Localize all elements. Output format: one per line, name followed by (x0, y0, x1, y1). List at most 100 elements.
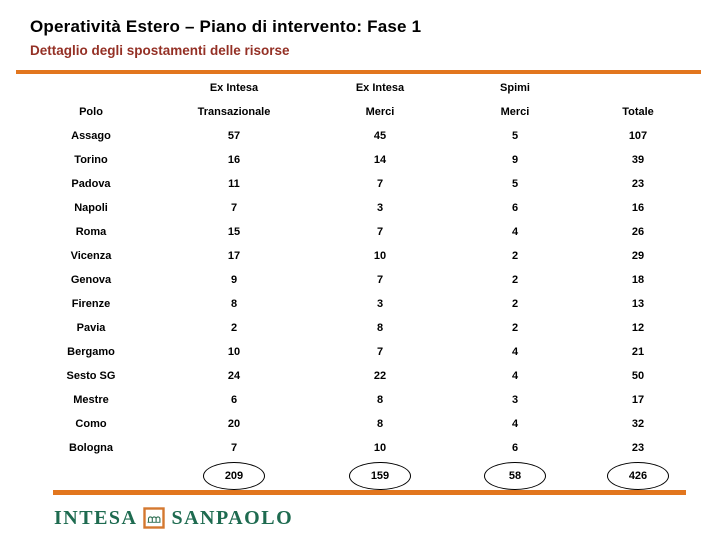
header-cell: Merci (500, 106, 530, 118)
table-row: Pavia 2 8 2 12 (20, 316, 700, 340)
value-cell: 7 (230, 202, 238, 214)
header-cell: Polo (79, 106, 103, 118)
resource-table: Ex Intesa Ex Intesa Spimi Polo Transazio… (20, 76, 700, 492)
value-cell: 6 (511, 202, 519, 214)
value-cell: 12 (631, 322, 645, 334)
value-cell: 32 (631, 418, 645, 430)
header-cell: Ex Intesa (209, 82, 259, 94)
polo-cell: Como (75, 418, 107, 430)
total-oval: 426 (607, 462, 669, 490)
table-row: Firenze 8 3 2 13 (20, 292, 700, 316)
value-cell: 7 (230, 442, 238, 454)
table-row: Torino 16 14 9 39 (20, 148, 700, 172)
value-cell: 24 (227, 370, 241, 382)
header-cell (576, 76, 700, 100)
value-cell: 39 (631, 154, 645, 166)
table-row: Como 20 8 4 32 (20, 412, 700, 436)
value-cell: 8 (376, 418, 384, 430)
value-cell: 18 (631, 274, 645, 286)
intesa-sanpaolo-logo: INTESA SANPAOLO (54, 506, 293, 530)
value-cell: 2 (511, 274, 519, 286)
table-header-row-2: Polo Transazionale Merci Merci Totale (20, 100, 700, 124)
header-cell: Spimi (500, 82, 530, 94)
totals-cell: 426 (576, 460, 700, 492)
polo-cell: Pavia (76, 322, 106, 334)
value-cell: 6 (230, 394, 238, 406)
totals-cell: 159 (306, 460, 454, 492)
polo-cell: Genova (70, 274, 112, 286)
value-cell: 23 (631, 442, 645, 454)
polo-cell: Firenze (71, 298, 111, 310)
value-cell: 10 (373, 250, 387, 262)
value-cell: 14 (373, 154, 387, 166)
total-oval: 58 (484, 462, 546, 490)
polo-cell: Torino (74, 154, 108, 166)
aqueduct-icon (143, 507, 166, 529)
header-cell: Merci (365, 106, 395, 118)
logo-text-intesa: INTESA (54, 507, 138, 529)
header-cell: Ex Intesa (355, 82, 405, 94)
table-row: Napoli 7 3 6 16 (20, 196, 700, 220)
header-cell (20, 76, 162, 100)
table-header-row-1: Ex Intesa Ex Intesa Spimi (20, 76, 700, 100)
table-row: Roma 15 7 4 26 (20, 220, 700, 244)
value-cell: 3 (376, 202, 384, 214)
value-cell: 7 (376, 178, 384, 190)
totals-row: 209 159 58 426 (20, 460, 700, 492)
polo-cell: Roma (75, 226, 107, 238)
totals-cell: 58 (454, 460, 576, 492)
value-cell: 2 (230, 322, 238, 334)
value-cell: 21 (631, 346, 645, 358)
value-cell: 13 (631, 298, 645, 310)
polo-cell: Vicenza (70, 250, 112, 262)
table-row: Bologna 7 10 6 23 (20, 436, 700, 460)
table-row: Assago 57 45 5 107 (20, 124, 700, 148)
table-row: Padova 11 7 5 23 (20, 172, 700, 196)
table-row: Sesto SG 24 22 4 50 (20, 364, 700, 388)
value-cell: 3 (511, 394, 519, 406)
value-cell: 16 (631, 202, 645, 214)
table-row: Genova 9 7 2 18 (20, 268, 700, 292)
value-cell: 2 (511, 298, 519, 310)
table-row: Bergamo 10 7 4 21 (20, 340, 700, 364)
value-cell: 15 (227, 226, 241, 238)
totals-empty-cell (20, 460, 162, 492)
value-cell: 26 (631, 226, 645, 238)
value-cell: 4 (511, 418, 519, 430)
value-cell: 7 (376, 274, 384, 286)
value-cell: 57 (227, 130, 241, 142)
polo-cell: Assago (71, 130, 111, 142)
value-cell: 17 (227, 250, 241, 262)
value-cell: 4 (511, 226, 519, 238)
value-cell: 9 (230, 274, 238, 286)
polo-cell: Mestre (73, 394, 109, 406)
value-cell: 5 (511, 130, 519, 142)
value-cell: 3 (376, 298, 384, 310)
table-row: Mestre 6 8 3 17 (20, 388, 700, 412)
page-subtitle: Dettaglio degli spostamenti delle risors… (30, 43, 290, 58)
value-cell: 4 (511, 346, 519, 358)
bottom-divider (53, 490, 686, 495)
value-cell: 16 (227, 154, 241, 166)
value-cell: 11 (228, 178, 240, 190)
value-cell: 7 (376, 346, 384, 358)
polo-cell: Bologna (69, 442, 113, 454)
value-cell: 7 (376, 226, 384, 238)
polo-cell: Sesto SG (66, 370, 116, 382)
polo-cell: Napoli (74, 202, 108, 214)
value-cell: 20 (227, 418, 241, 430)
value-cell: 8 (230, 298, 238, 310)
totals-cell: 209 (162, 460, 306, 492)
value-cell: 45 (373, 130, 387, 142)
logo-text-sanpaolo: SANPAOLO (171, 507, 294, 529)
value-cell: 8 (376, 322, 384, 334)
polo-cell: Padova (71, 178, 111, 190)
polo-cell: Bergamo (67, 346, 115, 358)
value-cell: 107 (628, 130, 648, 142)
page-title: Operatività Estero – Piano di intervento… (30, 17, 422, 36)
value-cell: 23 (631, 178, 645, 190)
value-cell: 6 (511, 442, 519, 454)
value-cell: 2 (511, 250, 519, 262)
total-oval: 209 (203, 462, 265, 490)
